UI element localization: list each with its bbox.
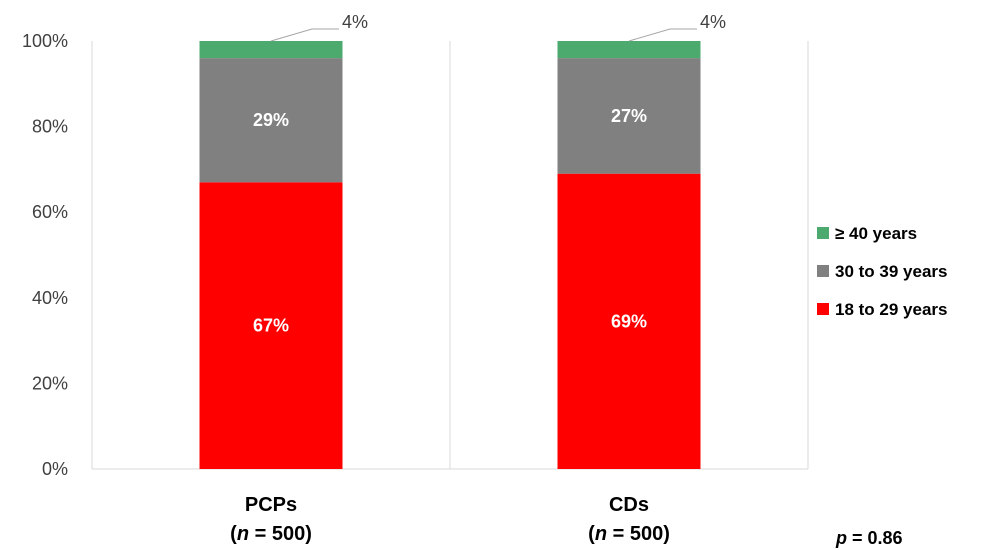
callout-line xyxy=(628,28,697,42)
data-label: 27% xyxy=(611,106,647,126)
category-label: PCPs xyxy=(245,494,297,516)
legend-swatch xyxy=(817,303,829,315)
y-tick-label: 100% xyxy=(22,31,68,51)
data-label: 67% xyxy=(253,316,289,336)
bar-segment xyxy=(557,58,701,174)
bar-segment xyxy=(199,41,343,59)
data-label: 4% xyxy=(700,12,726,32)
data-label: 29% xyxy=(253,110,289,130)
data-label: 4% xyxy=(342,12,368,32)
category-n-label: (n = 500) xyxy=(230,523,312,545)
category-n-label: (n = 500) xyxy=(588,523,670,545)
legend-swatch xyxy=(817,265,829,277)
legend-label: 18 to 29 years xyxy=(835,300,947,319)
legend-swatch xyxy=(817,227,829,239)
bar-segment xyxy=(199,182,343,470)
callout-line xyxy=(270,28,339,42)
bar-segment xyxy=(199,58,343,183)
category-label: CDs xyxy=(609,494,649,516)
y-tick-label: 80% xyxy=(32,117,68,137)
legend-label: ≥ 40 years xyxy=(835,224,917,243)
y-tick-label: 60% xyxy=(32,202,68,222)
y-tick-label: 0% xyxy=(42,459,68,479)
legend-label: 30 to 39 years xyxy=(835,262,947,281)
p-value-annotation: p = 0.86 xyxy=(835,528,903,548)
data-label: 69% xyxy=(611,311,647,331)
bar-segment xyxy=(557,41,701,59)
y-tick-label: 40% xyxy=(32,288,68,308)
bar-segment xyxy=(557,173,701,469)
y-tick-label: 20% xyxy=(32,373,68,393)
